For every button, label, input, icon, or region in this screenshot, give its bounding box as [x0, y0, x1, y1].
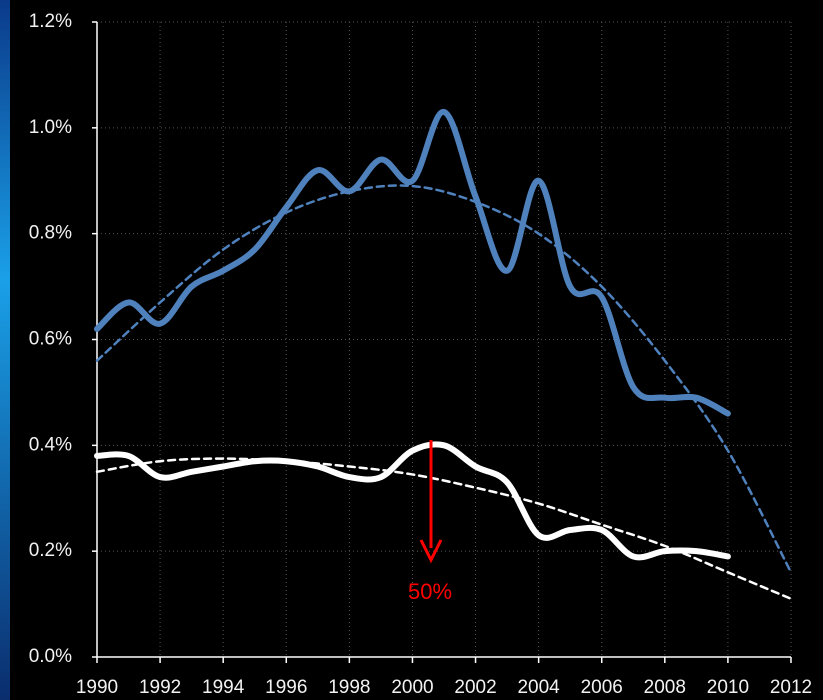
- x-tick-label: 1994: [202, 677, 245, 698]
- edge-strip: [0, 0, 10, 700]
- y-tick-label: 0.8%: [29, 223, 72, 244]
- x-tick-label: 2004: [517, 677, 560, 698]
- x-tick-label: 2010: [707, 677, 749, 698]
- y-tick-label: 1.0%: [29, 117, 72, 138]
- y-tick-label: 1.2%: [29, 11, 72, 32]
- data-line: [94, 441, 731, 561]
- x-tick-label: 1992: [139, 677, 181, 698]
- data-line: [94, 108, 731, 417]
- y-tick-label: 0.2%: [29, 540, 72, 561]
- y-tick-label: 0.4%: [29, 434, 72, 455]
- x-tick-label: 1990: [76, 677, 118, 698]
- trend-line: [95, 184, 793, 574]
- x-tick-label: 2008: [644, 677, 686, 698]
- y-tick-label: 0.0%: [29, 646, 72, 667]
- annotation-arrowhead: [419, 539, 443, 564]
- x-tick-label: 2000: [391, 677, 433, 698]
- annotation-label: 50%: [408, 579, 452, 604]
- x-tick-label: 1996: [265, 677, 307, 698]
- y-tick-label: 0.6%: [29, 329, 72, 350]
- x-tick-label: 1998: [328, 677, 370, 698]
- x-tick-label: 2006: [581, 677, 623, 698]
- x-tick-label: 2012: [770, 677, 812, 698]
- x-tick-label: 2002: [454, 677, 496, 698]
- trend-line: [95, 457, 793, 601]
